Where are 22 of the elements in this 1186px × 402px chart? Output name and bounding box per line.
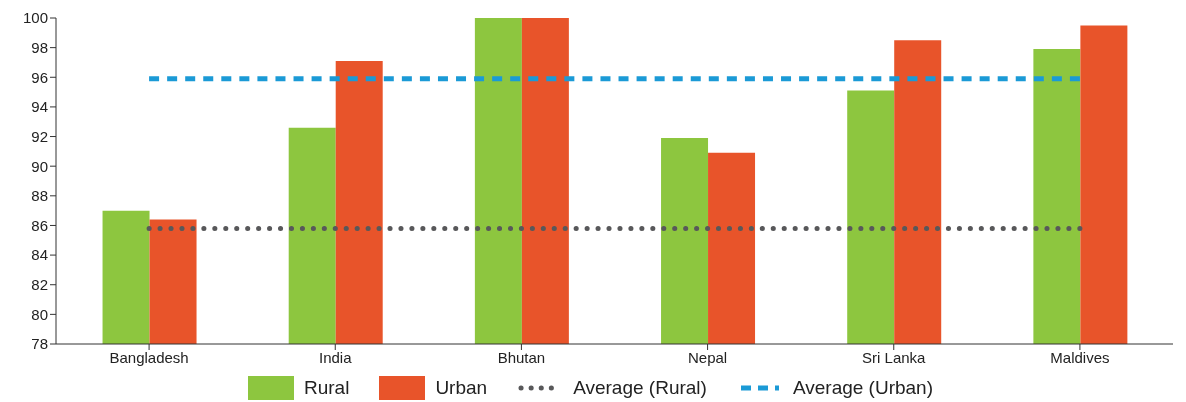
legend-label: Average (Rural) (573, 377, 707, 399)
y-tick-label: 86 (31, 216, 48, 234)
y-tick-label: 88 (31, 187, 48, 205)
x-tick-label: Bangladesh (109, 348, 189, 366)
y-tick-label: 98 (31, 38, 48, 56)
x-tick-label: Maldives (1050, 348, 1110, 366)
legend-label: Urban (435, 377, 488, 399)
legend-label: Average (Urban) (792, 377, 934, 399)
y-tick-label: 100 (22, 9, 48, 27)
legend-label: Rural (303, 377, 350, 399)
y-tick-label: 80 (31, 305, 48, 323)
y-tick-label: 94 (31, 98, 48, 116)
y-tick-label: 90 (31, 157, 48, 175)
x-tick-label: Bhutan (497, 348, 546, 366)
x-tick-label: Sri Lanka (862, 348, 927, 366)
y-tick-label: 82 (31, 276, 48, 294)
y-tick-label: 84 (31, 246, 48, 264)
y-tick-label: 92 (31, 127, 48, 145)
x-tick-label: Nepal (687, 348, 728, 366)
y-tick-label: 78 (31, 335, 48, 353)
x-tick-label: India (318, 348, 353, 366)
y-tick-label: 96 (31, 68, 48, 86)
